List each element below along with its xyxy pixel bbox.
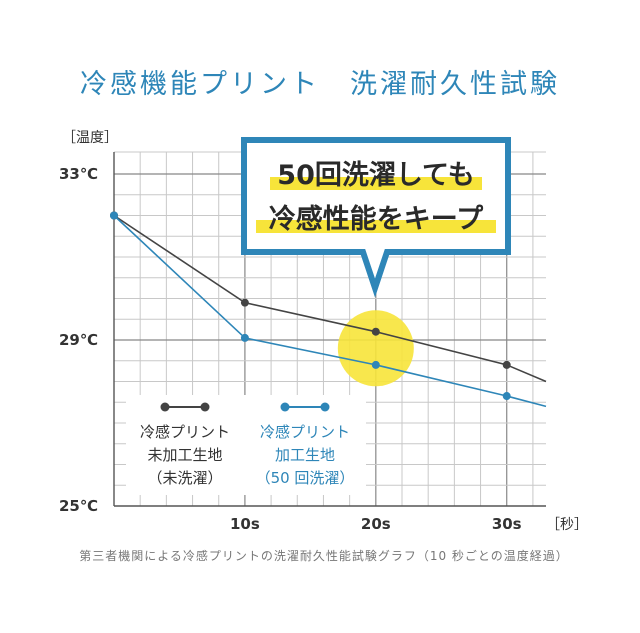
- callout-highlight-1: [270, 177, 482, 190]
- callout-line2: 冷感性能をキープ: [269, 203, 484, 235]
- legend-untreated-line2: 未加工生地: [147, 446, 222, 464]
- x-tick-label: 30s: [492, 515, 522, 533]
- x-axis-label: ［秒］: [546, 517, 588, 533]
- data-point-treated: [371, 360, 380, 369]
- legend-treated-line3: （50 回洗濯）: [256, 469, 355, 487]
- chart-title: 冷感機能プリント 洗濯耐久性試験: [80, 69, 560, 100]
- y-tick-label: 33℃: [59, 165, 98, 183]
- caption: 第三者機関による冷感プリントの洗濯耐久性能試験グラフ（10 秒ごとの温度経過）: [79, 548, 569, 563]
- data-point-untreated: [502, 360, 511, 369]
- y-axis-label: ［温度］: [62, 130, 118, 146]
- data-point-untreated: [240, 298, 249, 307]
- data-point-treated: [110, 211, 118, 220]
- x-tick-label: 20s: [361, 515, 391, 533]
- series-layer: [110, 211, 547, 408]
- legend-treated-line1: 冷感プリント: [260, 423, 350, 441]
- data-point-untreated: [371, 327, 380, 336]
- y-tick-label: 25℃: [59, 497, 98, 515]
- tick-labels: 33℃ 29℃ 25℃ 10s 20s 30s: [59, 165, 522, 533]
- legend-marker-treated-end: [320, 402, 330, 412]
- legend-marker-treated-start: [280, 402, 290, 412]
- callout-line1: 50回洗濯しても: [277, 160, 474, 191]
- legend-marker-untreated-start: [160, 402, 170, 412]
- data-point-treated: [240, 333, 249, 342]
- callout: 50回洗濯しても 冷感性能をキープ: [241, 137, 511, 298]
- legend-untreated-line3: （未洗濯）: [147, 469, 222, 487]
- legend: 冷感プリント 未加工生地 （未洗濯） 冷感プリント 加工生地 （50 回洗濯）: [126, 395, 366, 495]
- highlight-circle: [337, 310, 414, 387]
- y-tick-label: 29℃: [59, 331, 98, 349]
- legend-background: [126, 395, 366, 495]
- legend-marker-untreated-end: [200, 402, 210, 412]
- legend-treated-line2: 加工生地: [275, 446, 335, 464]
- x-tick-label: 10s: [230, 515, 260, 533]
- data-point-treated: [502, 392, 511, 401]
- legend-untreated-line1: 冷感プリント: [140, 423, 230, 441]
- highlight-layer: [337, 310, 414, 387]
- callout-highlight-2: [256, 220, 496, 233]
- axes: [113, 152, 546, 507]
